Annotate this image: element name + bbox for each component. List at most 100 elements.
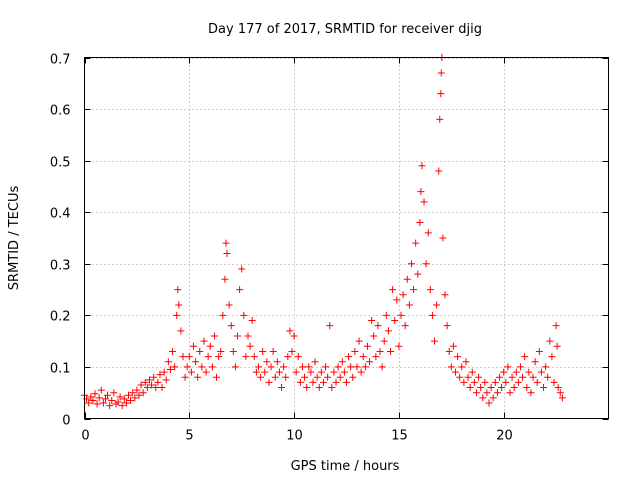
data-point (238, 265, 246, 273)
data-point (307, 368, 315, 376)
data-point (443, 322, 451, 330)
data-point (278, 384, 286, 392)
data-point (420, 198, 428, 206)
data-point (366, 358, 374, 366)
y-tick-label: 0.5 (50, 156, 71, 171)
data-point (481, 378, 489, 386)
data-point (95, 394, 103, 402)
data-point (231, 363, 239, 371)
data-point (326, 322, 334, 330)
data-point (506, 389, 514, 397)
data-point (257, 373, 265, 381)
data-point (305, 363, 313, 371)
data-point (179, 353, 187, 361)
data-point (313, 373, 321, 381)
data-point (426, 286, 434, 294)
x-axis-label: GPS time / hours (291, 459, 400, 474)
x-tick-label: 15 (391, 429, 408, 444)
data-point (540, 384, 548, 392)
data-point (164, 358, 172, 366)
data-point (514, 378, 522, 386)
data-point (550, 378, 558, 386)
data-point (504, 363, 512, 371)
data-point (384, 327, 392, 335)
data-point (89, 396, 97, 404)
data-point (177, 327, 185, 335)
data-point (194, 373, 202, 381)
data-point (508, 373, 516, 381)
data-point (542, 363, 550, 371)
data-point (288, 347, 296, 355)
data-point (213, 373, 221, 381)
data-point (330, 368, 338, 376)
data-point (512, 368, 520, 376)
data-point (456, 373, 464, 381)
data-point (93, 400, 101, 408)
data-point (380, 337, 388, 345)
data-point (196, 347, 204, 355)
data-point (143, 384, 151, 392)
data-point (436, 115, 444, 123)
data-point (200, 337, 208, 345)
plot-frame (84, 57, 609, 419)
data-point (298, 363, 306, 371)
data-point (210, 332, 218, 340)
data-point (269, 347, 277, 355)
y-tick-label: 0.1 (50, 362, 71, 377)
data-point (521, 353, 529, 361)
data-point (309, 378, 317, 386)
data-point (431, 337, 439, 345)
data-point (217, 347, 225, 355)
data-point (240, 311, 248, 319)
data-point (410, 286, 418, 294)
data-point (454, 353, 462, 361)
data-point (332, 378, 340, 386)
data-point (553, 342, 561, 350)
data-point (114, 398, 122, 406)
data-point (424, 229, 432, 237)
data-point (174, 286, 182, 294)
data-point (451, 368, 459, 376)
data-point (340, 368, 348, 376)
data-point (449, 342, 457, 350)
data-point (250, 353, 258, 361)
data-point (343, 378, 350, 386)
data-point (319, 378, 327, 386)
data-point (141, 378, 149, 386)
data-point (254, 363, 262, 371)
data-point (280, 363, 288, 371)
data-point (558, 394, 566, 402)
data-point (91, 390, 99, 398)
data-point (361, 363, 369, 371)
data-point (516, 363, 524, 371)
data-point (345, 353, 353, 361)
data-point (244, 332, 252, 340)
data-point (487, 384, 495, 392)
data-point (315, 384, 323, 392)
data-point (148, 381, 156, 389)
data-point (192, 358, 200, 366)
data-point (169, 347, 177, 355)
data-point (433, 301, 441, 309)
data-point (351, 347, 359, 355)
data-point (328, 384, 336, 392)
data-point (460, 378, 468, 386)
data-point (173, 311, 181, 319)
data-point (206, 342, 214, 350)
data-point (317, 368, 325, 376)
data-point (259, 347, 267, 355)
data-point (441, 291, 449, 299)
y-tick-label: 0 (62, 414, 70, 429)
data-point (370, 332, 378, 340)
data-point (162, 376, 170, 384)
data-point (417, 188, 425, 196)
data-point (399, 291, 407, 299)
data-point (405, 301, 413, 309)
data-point (464, 373, 472, 381)
data-point (171, 363, 179, 371)
data-point (502, 378, 510, 386)
data-point (152, 384, 160, 392)
data-point (273, 358, 281, 366)
data-point (393, 296, 401, 304)
data-point (544, 373, 552, 381)
